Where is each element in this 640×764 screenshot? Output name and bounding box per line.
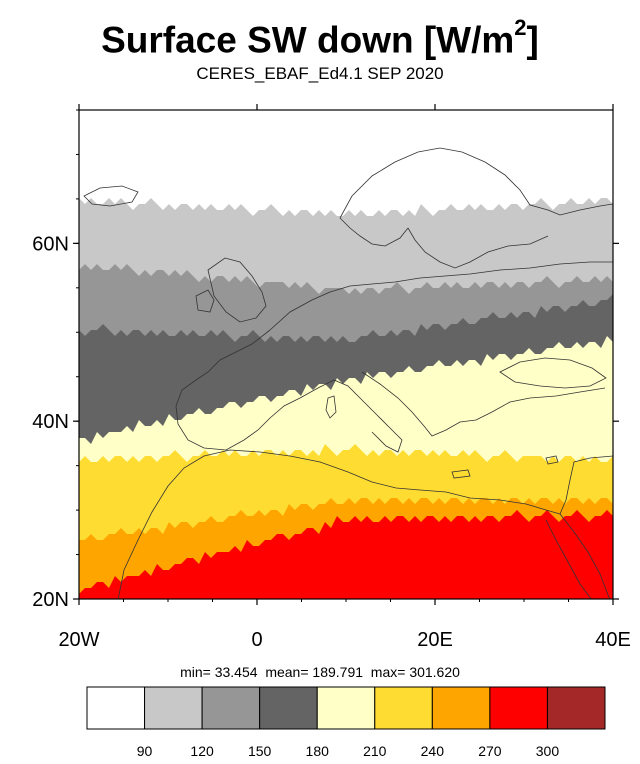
x-tick-label: 40E [595, 629, 631, 651]
coastline-italy [299, 379, 403, 453]
x-tick-label: 20W [58, 629, 99, 651]
coastline-france-spain [175, 329, 301, 451]
y-tick-label: 60N [32, 233, 69, 255]
colorbar-swatch [144, 686, 203, 730]
coastline-scandinavia [339, 147, 613, 219]
map-title: Surface SW down [W/m2] [101, 15, 539, 61]
y-tick-label: 20N [32, 589, 69, 611]
colorbar-swatch [431, 686, 491, 730]
colorbar-label: 180 [306, 743, 330, 759]
coastline-crete [451, 469, 471, 479]
colorbar-label: 90 [137, 743, 153, 759]
coastline-cyprus [545, 455, 559, 465]
coastline-sardinia [325, 395, 337, 419]
colorbar-label: 120 [190, 743, 214, 759]
colorbar-label: 240 [421, 743, 445, 759]
colorbar-swatch [316, 686, 376, 730]
x-tick-label: 20E [417, 629, 453, 651]
colorbar-label: 150 [248, 743, 272, 759]
colorbar-swatch [86, 686, 146, 730]
coastline-black-sea [499, 357, 607, 389]
y-tick-label: 40N [32, 411, 69, 433]
colorbar-swatch [201, 686, 261, 730]
colorbar-swatch [546, 686, 606, 730]
coastline-baltic [407, 227, 549, 269]
coastlines [83, 147, 613, 599]
shaded-field [79, 110, 613, 599]
colorbar-swatch [489, 686, 548, 730]
colorbar-swatch [374, 686, 433, 730]
coastline-iceland [83, 185, 139, 207]
coastline-ireland [195, 289, 215, 313]
coastline-continent [269, 261, 613, 331]
colorbar: 90 120 150 180 210 240 270 300 [86, 686, 606, 759]
x-axis: 20W 0 20E 40E [58, 104, 631, 651]
colorbar-label: 210 [363, 743, 387, 759]
map-subtitle: CERES_EBAF_Ed4.1 SEP 2020 [196, 64, 444, 83]
field-band-7 [79, 510, 613, 599]
coastline-levant [559, 455, 613, 515]
coastline-red-sea [545, 513, 611, 599]
coastline-balkans [361, 371, 606, 437]
coastline-north-africa [117, 449, 561, 599]
x-tick-label: 0 [251, 629, 262, 651]
coastline-norway-west [339, 217, 409, 247]
colorbar-label: 300 [536, 743, 560, 759]
stats-line: min= 33.454 mean= 189.791 max= 301.620 [180, 664, 460, 680]
colorbar-label: 270 [478, 743, 502, 759]
colorbar-swatch [259, 686, 318, 730]
coastline-uk [207, 257, 267, 323]
y-axis: 20N 40N 60N [32, 109, 619, 611]
